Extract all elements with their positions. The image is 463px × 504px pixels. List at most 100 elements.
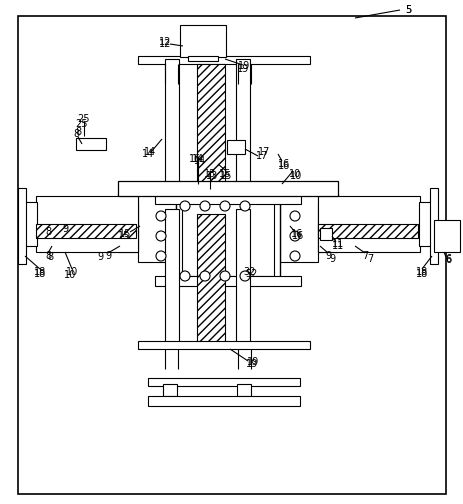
Text: 8: 8 (73, 129, 79, 139)
Text: 6: 6 (444, 254, 450, 264)
Text: 5: 5 (404, 5, 410, 15)
Text: 13: 13 (206, 171, 218, 181)
Text: 18: 18 (34, 269, 46, 279)
Text: 8: 8 (45, 251, 51, 261)
Bar (165, 209, 179, 344)
Text: 17: 17 (257, 147, 269, 157)
Bar (76, 138, 106, 150)
Bar (118, 194, 337, 209)
Text: 5: 5 (404, 5, 410, 15)
Text: 15: 15 (219, 171, 232, 181)
Bar (36, 196, 138, 252)
Text: 12: 12 (158, 39, 171, 49)
Text: 14: 14 (194, 156, 206, 166)
Text: 16: 16 (277, 161, 289, 171)
Text: 6: 6 (444, 255, 450, 265)
Bar (236, 59, 250, 194)
Bar (175, 194, 279, 282)
Text: 10: 10 (289, 171, 301, 181)
Bar (148, 396, 300, 406)
Bar (319, 228, 332, 240)
Circle shape (200, 201, 210, 211)
Bar (118, 204, 138, 252)
Text: 17: 17 (255, 151, 268, 161)
Text: 12: 12 (158, 37, 171, 47)
Text: 9: 9 (105, 251, 111, 261)
Circle shape (156, 211, 166, 221)
Bar (138, 194, 175, 262)
Bar (197, 64, 225, 194)
Circle shape (156, 231, 166, 241)
Bar (181, 200, 274, 276)
Text: 32: 32 (245, 269, 257, 279)
Text: 16: 16 (290, 229, 302, 239)
Circle shape (289, 251, 300, 261)
Text: 16: 16 (188, 154, 200, 164)
Bar (429, 188, 437, 264)
Text: 18: 18 (34, 267, 46, 277)
Circle shape (239, 271, 250, 281)
Text: 9: 9 (328, 254, 334, 264)
Text: 15: 15 (119, 229, 131, 239)
Text: 19: 19 (246, 357, 258, 367)
Text: 9: 9 (97, 252, 103, 262)
Bar (188, 56, 218, 61)
Text: 14: 14 (144, 147, 156, 157)
Text: 19: 19 (238, 61, 250, 71)
Bar (118, 181, 337, 196)
Bar (237, 384, 250, 396)
Text: 10: 10 (64, 270, 76, 280)
Text: 16: 16 (291, 231, 303, 241)
Bar (155, 194, 300, 204)
Text: 9: 9 (62, 224, 68, 234)
Circle shape (180, 201, 189, 211)
Text: 19: 19 (237, 64, 249, 74)
Bar (433, 220, 459, 252)
Circle shape (200, 271, 210, 281)
Bar (22, 202, 37, 246)
Circle shape (219, 201, 230, 211)
Bar (36, 224, 136, 238)
Bar (155, 276, 300, 286)
Circle shape (156, 251, 166, 261)
Text: 8: 8 (47, 252, 53, 262)
Text: 14: 14 (192, 154, 204, 164)
Text: 8: 8 (45, 227, 51, 237)
Circle shape (289, 211, 300, 221)
Text: 10: 10 (288, 169, 300, 179)
Bar (317, 204, 337, 252)
Text: 8: 8 (75, 127, 81, 137)
Bar (418, 202, 433, 246)
Text: 25: 25 (78, 114, 90, 124)
Text: 13: 13 (203, 169, 216, 179)
Bar (197, 214, 225, 344)
Bar (138, 56, 309, 64)
Text: 11: 11 (331, 239, 344, 249)
Circle shape (219, 271, 230, 281)
Text: 7: 7 (361, 251, 367, 261)
Bar (317, 224, 417, 238)
Bar (165, 59, 179, 194)
Text: 15: 15 (118, 231, 130, 241)
Bar (180, 25, 225, 57)
Text: 19: 19 (245, 359, 257, 369)
Text: 15: 15 (219, 169, 231, 179)
Circle shape (239, 201, 250, 211)
Bar (279, 194, 317, 262)
Circle shape (289, 231, 300, 241)
Text: 7: 7 (366, 254, 372, 264)
Text: 14: 14 (142, 149, 154, 159)
Text: 10: 10 (66, 267, 78, 277)
Bar (138, 341, 309, 349)
Bar (226, 140, 244, 154)
Text: 18: 18 (415, 269, 427, 279)
Bar (236, 209, 250, 344)
Text: 11: 11 (331, 241, 344, 251)
Circle shape (180, 271, 189, 281)
Text: 18: 18 (415, 267, 427, 277)
Text: 16: 16 (277, 159, 289, 169)
Bar (317, 196, 419, 252)
Bar (18, 188, 26, 264)
Text: 32: 32 (243, 267, 256, 277)
Text: 9: 9 (324, 251, 330, 261)
